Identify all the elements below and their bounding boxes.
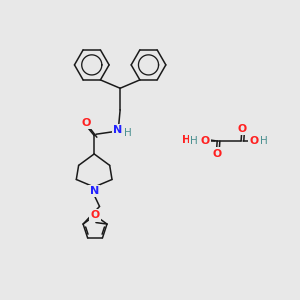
Text: O: O xyxy=(237,124,246,134)
Text: O: O xyxy=(200,136,209,146)
Text: N: N xyxy=(89,186,99,196)
Text: O: O xyxy=(91,210,100,220)
Text: O: O xyxy=(212,148,221,159)
Text: N: N xyxy=(113,125,123,135)
Text: HO: HO xyxy=(182,134,199,145)
Text: H: H xyxy=(190,136,198,146)
Text: O: O xyxy=(249,136,258,146)
Text: O: O xyxy=(81,118,91,128)
Text: H: H xyxy=(124,128,132,138)
Text: H: H xyxy=(260,136,268,146)
